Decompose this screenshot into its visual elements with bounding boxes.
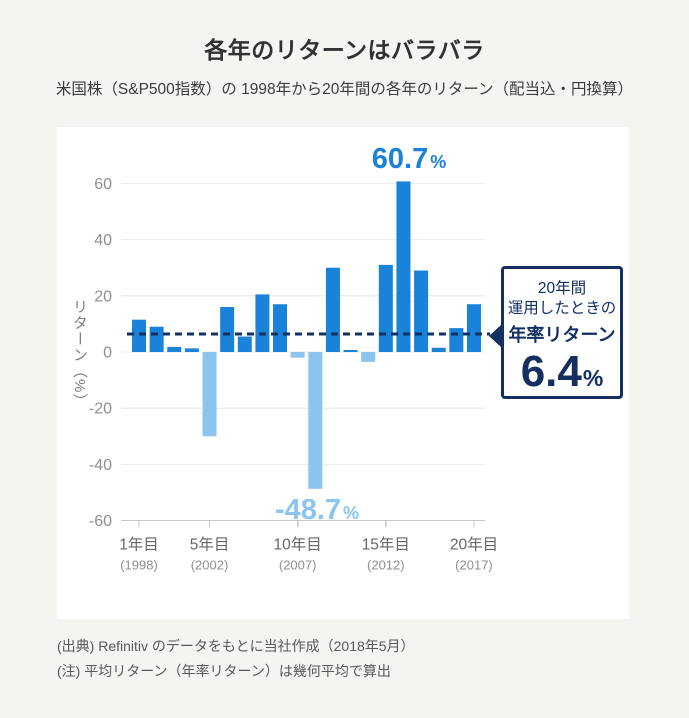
bar-2001 (184, 348, 199, 352)
y-tick-label--60: -60 (89, 513, 112, 530)
bar-1999 (149, 326, 164, 352)
bar-chart: 60 40 20 0 -20 -40 -60 1年目 (1998) 5年目 (2002) 10年目 (2… (89, 176, 498, 573)
bar-2000 (167, 346, 182, 352)
x-tick-label: 15年目 (362, 536, 410, 554)
x-tick-label: 20年目 (450, 536, 498, 554)
x-tick-year: (2012) (367, 558, 405, 573)
bar-2011 (361, 352, 376, 362)
max-return-unit: % (430, 152, 447, 172)
x-tick-label: 10年目 (274, 536, 322, 554)
method-note: (注) 平均リターン（年率リターン）は幾何平均で算出 (57, 663, 391, 679)
annualized-return-callout: 20年間 運用したときの 年率リターン 6.4% (489, 266, 623, 399)
page-title: 各年のリターンはバラバラ (204, 37, 485, 63)
callout-line2: 運用したときの (507, 300, 617, 318)
bar-2015 (431, 347, 446, 352)
y-tick-label--40: -40 (89, 457, 112, 474)
max-return-value: 60.7 (371, 143, 429, 175)
bar-2006 (273, 304, 288, 352)
callout-line1: 20年間 (537, 280, 587, 297)
x-tick-year: (2007) (279, 558, 317, 573)
source-note: (出典) Refinitiv のデータをもとに当社作成（2018年5月） (57, 638, 415, 654)
bar-2016 (449, 328, 464, 352)
annualized-return-unit: % (582, 364, 604, 391)
x-tick-label: 1年目 (119, 536, 159, 554)
bar-2003 (220, 307, 235, 352)
bar-2008 (308, 352, 323, 489)
x-tick-label: 5年目 (190, 536, 230, 554)
bar-2002 (202, 352, 217, 437)
bar-2014 (414, 270, 429, 352)
annualized-return-value: 6.4 (520, 346, 582, 396)
bar-2013 (396, 181, 411, 352)
callout-line3: 年率リターン (508, 325, 616, 346)
x-tick-year: (2002) (191, 558, 229, 573)
min-return-label: -48.7% (275, 496, 359, 525)
page-subtitle: 米国株（S&P500指数）の 1998年から20年間の各年のリターン（配当込・円… (55, 81, 634, 98)
y-tick-label--20: -20 (89, 401, 112, 418)
y-tick-label-20: 20 (94, 288, 112, 305)
chart-card: 60 40 20 0 -20 -40 -60 1年目 (1998) 5年目 (2002) 10年目 (2… (57, 127, 629, 619)
min-return-value: -48.7 (274, 494, 342, 526)
y-axis-title: リターン（%） (71, 299, 88, 410)
min-return-unit: % (343, 503, 360, 523)
bar-2010 (343, 350, 358, 352)
bar-1998 (132, 319, 146, 352)
bar-2012 (378, 264, 393, 352)
bar-2009 (325, 267, 340, 352)
y-tick-label-0: 0 (103, 345, 112, 362)
y-tick-label-60: 60 (94, 176, 112, 193)
max-return-label: 60.7% (372, 145, 446, 174)
bar-2005 (255, 294, 270, 352)
x-tick-year: (1998) (120, 558, 158, 573)
callout-value: 6.4% (504, 346, 620, 396)
bar-2004 (237, 336, 252, 352)
bar-2007 (290, 352, 305, 358)
callout-arrow-left-icon (489, 325, 501, 347)
x-tick-year: (2017) (455, 558, 493, 573)
y-tick-label-40: 40 (94, 232, 112, 249)
bar-2017 (466, 304, 481, 352)
